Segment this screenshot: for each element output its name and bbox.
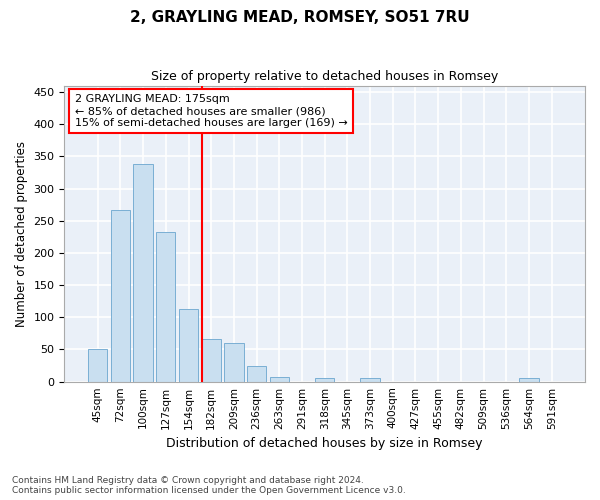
Bar <box>111 210 130 382</box>
Title: Size of property relative to detached houses in Romsey: Size of property relative to detached ho… <box>151 70 499 83</box>
Bar <box>156 232 175 382</box>
Bar <box>315 378 334 382</box>
Bar <box>88 350 107 382</box>
Text: 2, GRAYLING MEAD, ROMSEY, SO51 7RU: 2, GRAYLING MEAD, ROMSEY, SO51 7RU <box>130 10 470 25</box>
Bar <box>224 343 244 382</box>
Bar <box>202 338 221 382</box>
Text: Contains HM Land Registry data © Crown copyright and database right 2024.
Contai: Contains HM Land Registry data © Crown c… <box>12 476 406 495</box>
Bar <box>361 378 380 382</box>
Bar <box>269 376 289 382</box>
Bar <box>247 366 266 382</box>
Text: 2 GRAYLING MEAD: 175sqm
← 85% of detached houses are smaller (986)
15% of semi-d: 2 GRAYLING MEAD: 175sqm ← 85% of detache… <box>75 94 347 128</box>
Bar <box>520 378 539 382</box>
Y-axis label: Number of detached properties: Number of detached properties <box>15 140 28 326</box>
X-axis label: Distribution of detached houses by size in Romsey: Distribution of detached houses by size … <box>166 437 483 450</box>
Bar <box>179 309 198 382</box>
Bar <box>133 164 153 382</box>
